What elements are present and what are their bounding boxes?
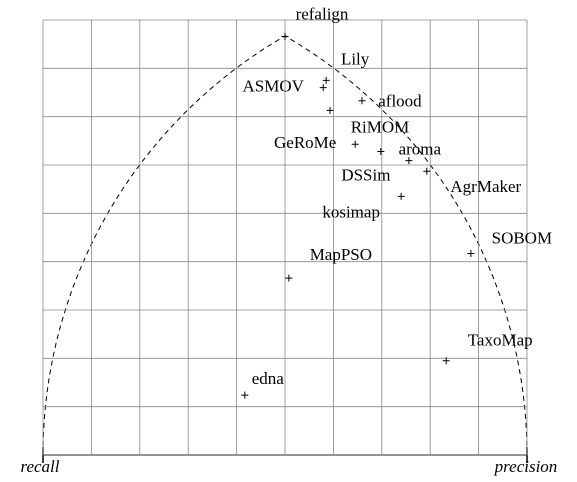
point-label: TaxoMap [468,331,533,350]
point [319,84,327,92]
point [423,167,431,175]
point [397,192,405,200]
point-label: kosimap [322,202,380,221]
point [467,249,475,257]
point [358,97,366,105]
point-label: edna [252,369,285,388]
point [281,32,289,40]
point [241,391,249,399]
point [326,106,334,114]
point-label: SOBOM [492,228,552,247]
point-label: aflood [378,92,422,111]
point-label: RiMOM [351,117,410,136]
point-label: Lily [341,49,370,68]
point [322,76,330,84]
point [285,274,293,282]
point [377,147,385,155]
point-label: MapPSO [310,245,372,264]
point-label: refalign [296,4,349,23]
recall-label: recall [20,457,59,476]
point-label: aroma [399,139,442,158]
point-label: AgrMaker [450,177,521,196]
point [351,140,359,148]
point-label: ASMOV [243,77,305,96]
precision-label: precision [494,457,558,476]
point-label: DSSim [341,166,390,185]
point-label: GeRoMe [274,133,336,152]
point [442,357,450,365]
point [405,157,413,165]
